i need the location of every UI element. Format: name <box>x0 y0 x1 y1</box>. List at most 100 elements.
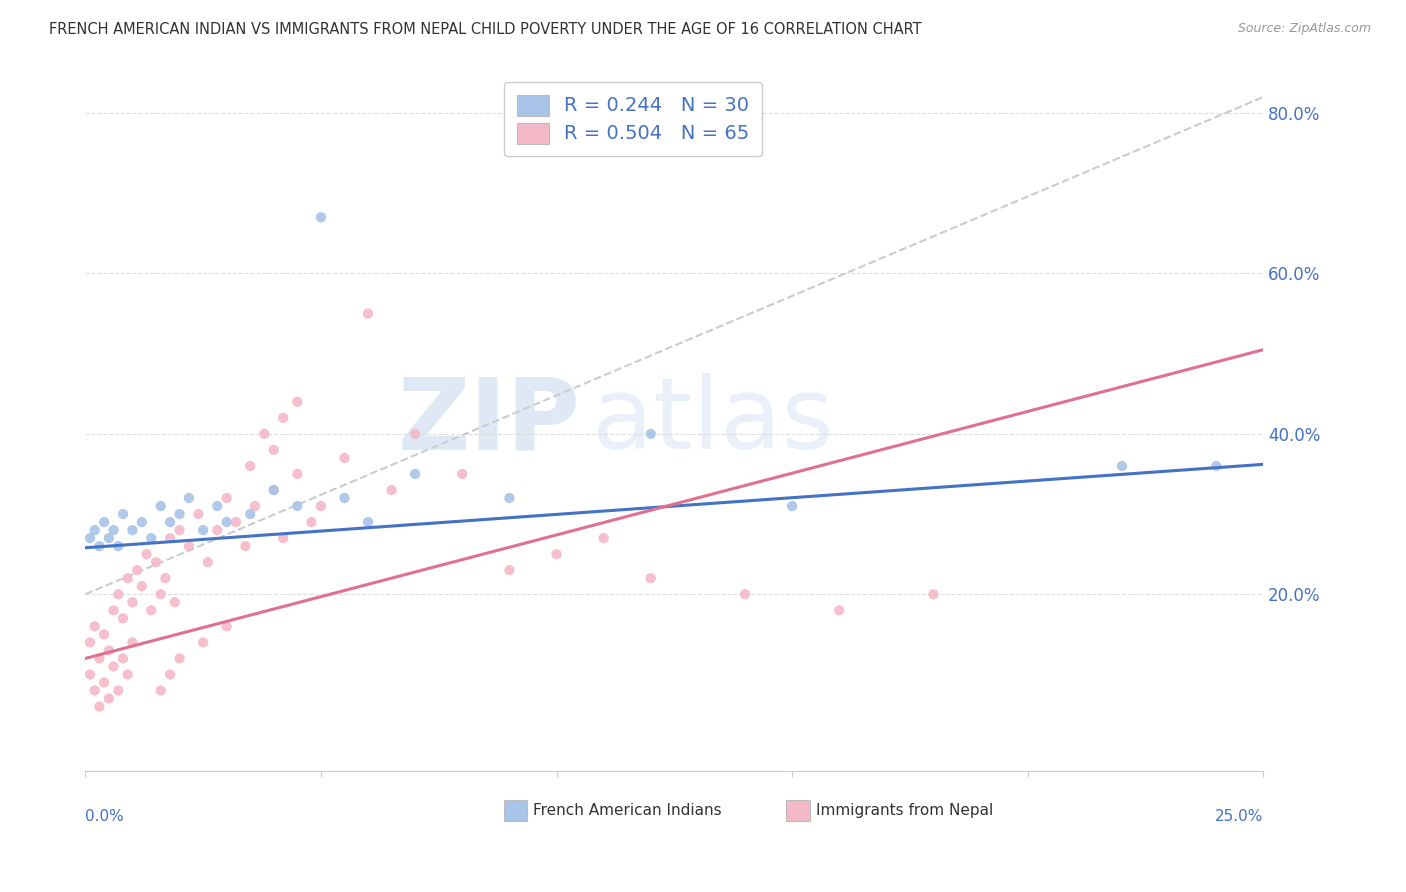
Point <box>135 547 157 561</box>
Text: Source: ZipAtlas.com: Source: ZipAtlas.com <box>1237 22 1371 36</box>
Point <box>177 491 200 505</box>
Point <box>121 523 143 537</box>
Point <box>215 491 238 505</box>
Point <box>498 491 520 505</box>
Point <box>239 507 262 521</box>
Point <box>285 467 308 481</box>
Point <box>107 683 129 698</box>
Point <box>780 499 803 513</box>
Point <box>640 571 662 585</box>
Point <box>83 619 105 633</box>
Point <box>187 507 209 521</box>
Point <box>333 491 356 505</box>
Text: 0.0%: 0.0% <box>86 809 124 824</box>
Point <box>271 531 294 545</box>
Point <box>103 523 125 537</box>
Point <box>309 499 332 513</box>
Point <box>163 595 186 609</box>
Point <box>357 307 380 321</box>
Point <box>215 515 238 529</box>
Point <box>592 531 614 545</box>
Point <box>828 603 851 617</box>
Point <box>141 603 163 617</box>
Text: FRENCH AMERICAN INDIAN VS IMMIGRANTS FROM NEPAL CHILD POVERTY UNDER THE AGE OF 1: FRENCH AMERICAN INDIAN VS IMMIGRANTS FRO… <box>49 22 922 37</box>
Point <box>640 426 662 441</box>
Point <box>159 515 181 529</box>
Text: atlas: atlas <box>592 374 834 470</box>
Point <box>149 587 172 601</box>
Point <box>79 667 101 681</box>
Point <box>131 579 153 593</box>
Point <box>103 603 125 617</box>
Point <box>191 635 214 649</box>
Point <box>301 515 323 529</box>
Point <box>285 394 308 409</box>
Point <box>271 410 294 425</box>
Point <box>381 483 404 497</box>
Point <box>285 499 308 513</box>
Point <box>159 667 181 681</box>
Point <box>333 450 356 465</box>
Point <box>93 675 115 690</box>
Point <box>89 699 111 714</box>
Point <box>239 458 262 473</box>
Point <box>207 523 229 537</box>
Point <box>169 523 191 537</box>
Point <box>922 587 945 601</box>
Point <box>225 515 247 529</box>
Point <box>111 507 134 521</box>
Point <box>107 539 129 553</box>
Point <box>169 651 191 665</box>
Point <box>263 483 285 497</box>
Point <box>93 627 115 641</box>
Legend: R = 0.244   N = 30, R = 0.504   N = 65: R = 0.244 N = 30, R = 0.504 N = 65 <box>505 82 762 156</box>
Point <box>111 611 134 625</box>
Point <box>197 555 219 569</box>
Point <box>121 635 143 649</box>
Point <box>79 635 101 649</box>
Point <box>89 651 111 665</box>
Point <box>404 426 426 441</box>
FancyBboxPatch shape <box>786 800 810 821</box>
Point <box>734 587 756 601</box>
Text: French American Indians: French American Indians <box>533 803 721 818</box>
Point <box>451 467 474 481</box>
Point <box>1205 458 1227 473</box>
Point <box>357 515 380 529</box>
Point <box>207 499 229 513</box>
Point <box>111 651 134 665</box>
Point <box>149 499 172 513</box>
Point <box>117 667 139 681</box>
Point <box>145 555 167 569</box>
Point <box>159 531 181 545</box>
Point <box>89 539 111 553</box>
Point <box>215 619 238 633</box>
Point <box>121 595 143 609</box>
FancyBboxPatch shape <box>503 800 527 821</box>
Point <box>155 571 177 585</box>
Point <box>83 683 105 698</box>
Point <box>131 515 153 529</box>
Point <box>263 442 285 457</box>
Point <box>309 211 332 225</box>
Point <box>97 531 120 545</box>
Point <box>93 515 115 529</box>
Text: Immigrants from Nepal: Immigrants from Nepal <box>815 803 993 818</box>
Point <box>235 539 257 553</box>
Point <box>263 483 285 497</box>
Point <box>141 531 163 545</box>
Point <box>79 531 101 545</box>
Point <box>498 563 520 577</box>
Point <box>191 523 214 537</box>
Point <box>117 571 139 585</box>
Point <box>177 539 200 553</box>
Point <box>243 499 266 513</box>
Point <box>107 587 129 601</box>
Text: 25.0%: 25.0% <box>1215 809 1264 824</box>
Point <box>404 467 426 481</box>
Point <box>546 547 568 561</box>
Point <box>103 659 125 673</box>
Point <box>127 563 149 577</box>
Point <box>83 523 105 537</box>
Point <box>149 683 172 698</box>
